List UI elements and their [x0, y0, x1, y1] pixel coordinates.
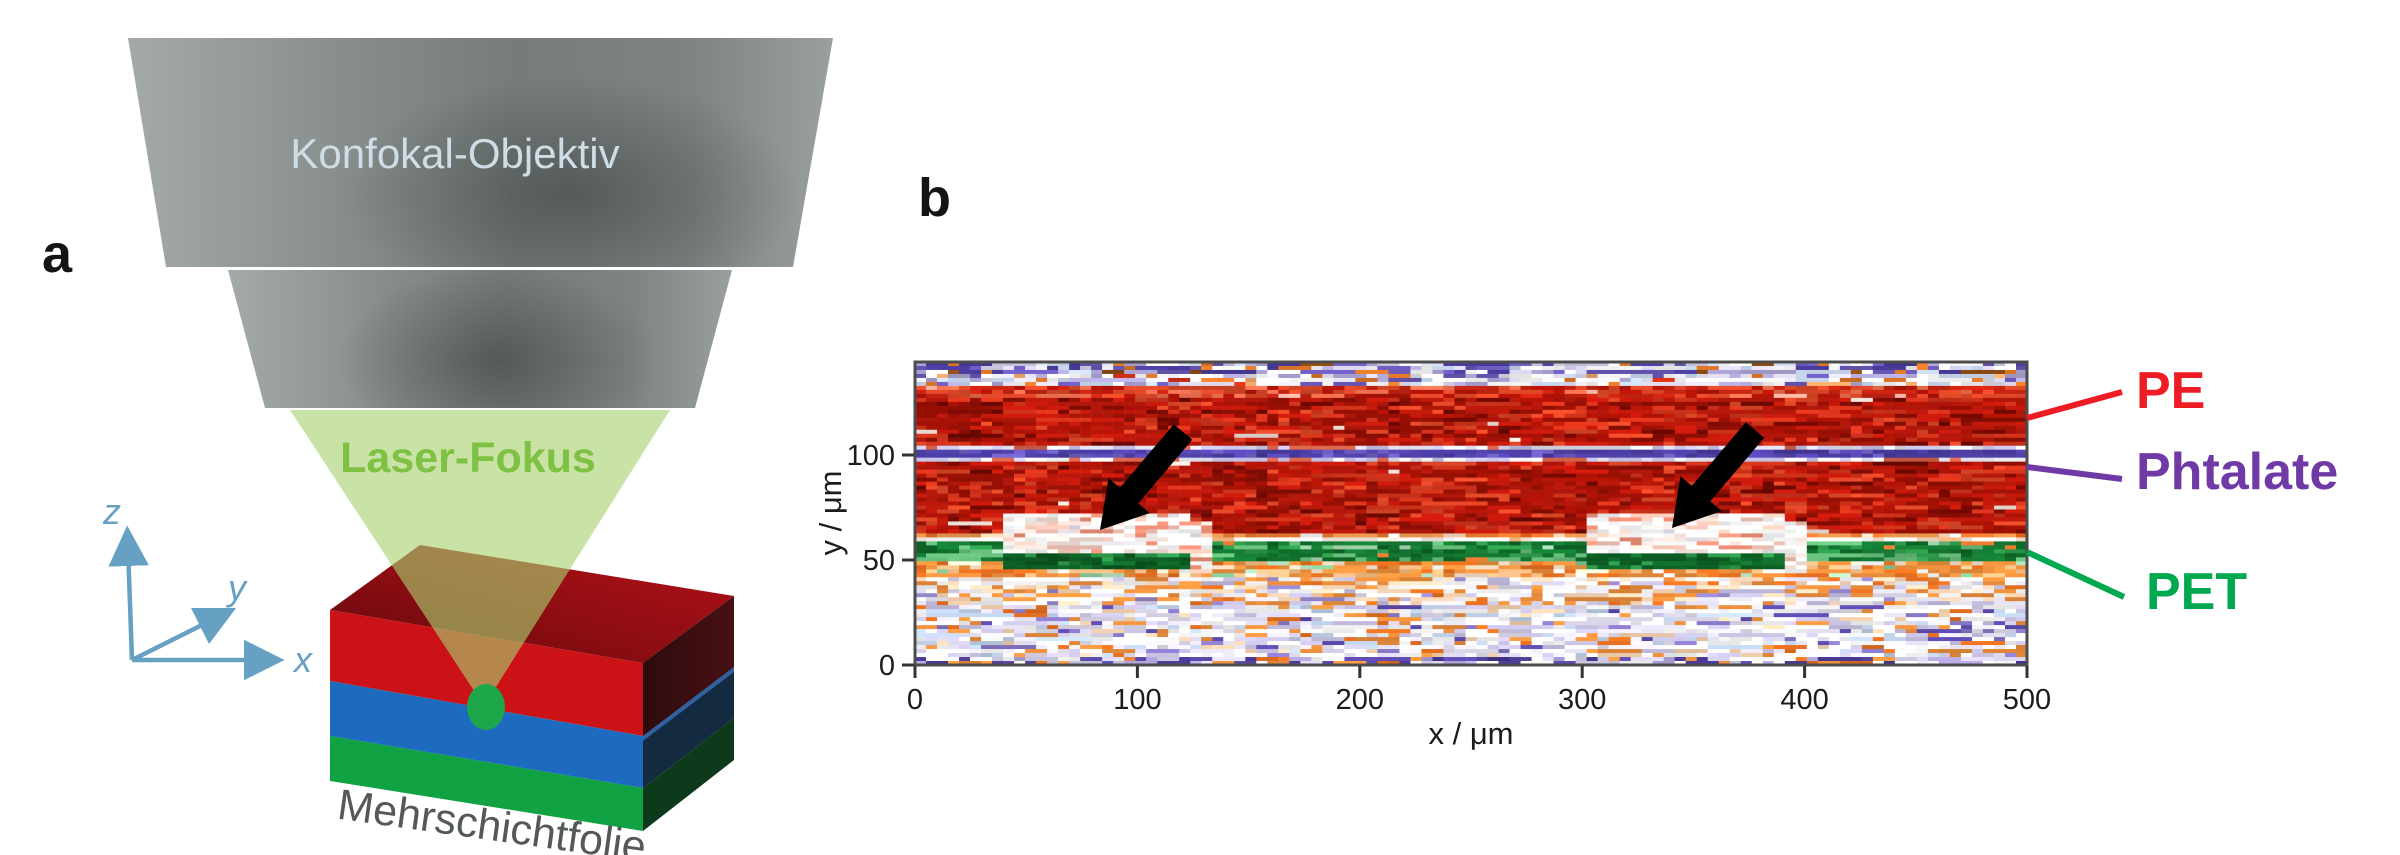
annotation-label: PET — [2146, 563, 2247, 621]
x-tick-label: 500 — [2003, 684, 2051, 716]
box-side-blue-layer — [643, 667, 734, 788]
x-tick-label: 0 — [907, 684, 923, 716]
objective-shading — [340, 75, 800, 267]
annotation-leader-line — [2025, 549, 2126, 600]
x-tick-label: 200 — [1336, 684, 1384, 716]
x-tick-label: 400 — [1780, 684, 1828, 716]
annotation-label: PE — [2136, 362, 2205, 420]
box-front-blue-layer — [330, 681, 643, 788]
y-axis-ticks: 0 50 100 — [847, 440, 914, 682]
y-tick-label: 0 — [879, 650, 895, 682]
y-axis-arrow — [130, 607, 237, 663]
layer-annotations: PE Phtalate PET — [2025, 362, 2338, 621]
y-tick-label: 100 — [847, 440, 895, 472]
objective-lower-body — [228, 270, 732, 408]
annotation-label: Phtalate — [2136, 443, 2338, 501]
raman-depth-scan-heatmap — [915, 362, 2027, 665]
x-axis-title: x / μm — [1428, 716, 1513, 751]
box-side-green-layer — [643, 718, 734, 831]
box-top-face — [330, 545, 734, 663]
focus-spot — [467, 684, 505, 730]
annotation-leader-line — [2026, 389, 2123, 421]
y-axis-title: y / μm — [813, 470, 848, 555]
panel-a-label: a — [42, 224, 73, 284]
confocal-objective-diagram: Konfokal-Objektiv — [128, 38, 833, 408]
box-front-green-layer — [330, 736, 643, 831]
x-axis-ticks: 0 100 200 300 400 500 — [907, 666, 2051, 716]
laser-focus-label: Laser-Fokus — [340, 434, 596, 482]
y-tick-label: 50 — [863, 545, 895, 577]
y-axis-label: y — [225, 567, 248, 608]
x-tick-label: 100 — [1113, 684, 1161, 716]
laser-focus-cone: Laser-Fokus — [290, 410, 670, 730]
objective-lens-shading — [338, 270, 658, 408]
laser-cone-shape — [290, 410, 670, 706]
annotation-leader-line — [2026, 464, 2123, 482]
sample-label: Mehrschichtfolie — [335, 781, 649, 855]
z-axis-label: z — [102, 491, 121, 532]
objective-label: Konfokal-Objektiv — [290, 130, 619, 177]
panel-b-label: b — [918, 168, 951, 228]
box-front-red-layer — [330, 610, 643, 736]
coordinate-axes — [108, 525, 285, 681]
objective-upper-body — [128, 38, 833, 267]
box-side-red-layer — [643, 596, 734, 736]
x-axis-label: x — [292, 639, 314, 680]
x-tick-label: 300 — [1558, 684, 1606, 716]
multilayer-foil-box — [330, 545, 734, 831]
z-axis-arrow — [108, 525, 149, 661]
box-side-blue-highlight — [643, 667, 734, 741]
